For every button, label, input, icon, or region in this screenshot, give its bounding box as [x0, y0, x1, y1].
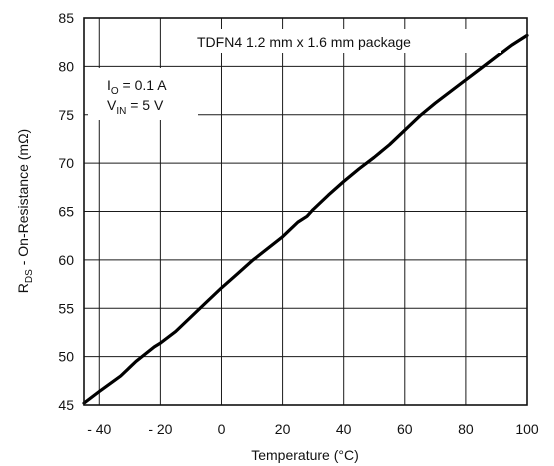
io-value: = 0.1 A	[119, 77, 168, 93]
x-tick-label: 80	[458, 421, 474, 437]
package-label-background	[191, 29, 501, 53]
y-axis-title-subscript: DS	[24, 269, 35, 283]
series-line-0	[82, 33, 529, 405]
y-tick-label: 50	[58, 349, 74, 365]
y-tick-label: 75	[58, 107, 74, 123]
vin-subscript: IN	[116, 106, 126, 117]
plot-frame	[83, 17, 528, 406]
x-tick-label: 60	[397, 421, 413, 437]
x-axis-title: Temperature (°C)	[251, 447, 359, 463]
y-axis-title-symbol: R	[15, 283, 31, 293]
y-tick-label: 65	[58, 204, 74, 220]
vin-value: = 5 V	[126, 97, 164, 113]
y-tick-label: 45	[58, 397, 74, 413]
y-tick-label: 70	[58, 155, 74, 171]
io-symbol: I	[107, 77, 111, 93]
y-tick-label: 85	[58, 10, 74, 26]
x-tick-label: 0	[218, 421, 226, 437]
y-tick-label: 60	[58, 252, 74, 268]
vin-annotation: VIN = 5 V	[107, 97, 164, 117]
vin-symbol: V	[107, 97, 117, 113]
y-axis-ticks: 45 50 55 60 65 70 75 80 85	[58, 10, 74, 413]
y-axis-title-text: - On-Resistance (mΩ)	[15, 129, 31, 269]
x-tick-label: - 20	[148, 421, 172, 437]
io-subscript: O	[111, 86, 119, 97]
series-layer	[82, 33, 529, 405]
y-tick-label: 55	[58, 300, 74, 316]
io-annotation: IO = 0.1 A	[107, 77, 167, 97]
x-tick-label: 40	[336, 421, 352, 437]
x-tick-label: 100	[515, 421, 539, 437]
x-tick-label: 20	[275, 421, 291, 437]
package-annotation: TDFN4 1.2 mm x 1.6 mm package	[197, 34, 411, 50]
conditions-label-background	[88, 68, 198, 120]
y-axis-title: RDS - On-Resistance (mΩ)	[15, 129, 35, 293]
y-tick-label: 80	[58, 58, 74, 74]
x-axis-ticks: - 40 - 20 0 20 40 60 80 100	[87, 421, 539, 437]
x-tick-label: - 40	[87, 421, 111, 437]
